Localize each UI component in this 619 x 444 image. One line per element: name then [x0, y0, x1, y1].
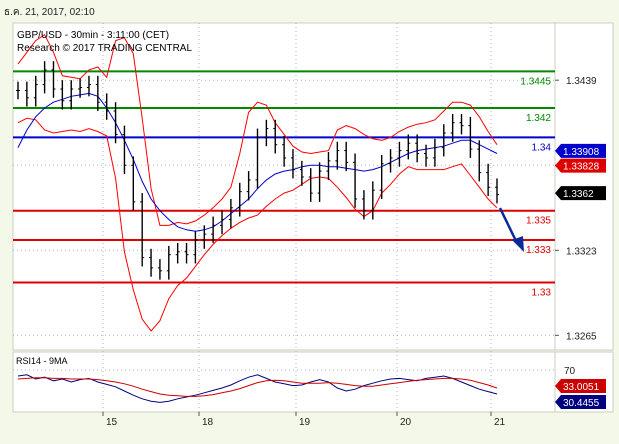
price-series-group: [16, 33, 499, 332]
rsi-plot-area: [12, 351, 556, 413]
bollinger-lower-line: [17, 117, 498, 332]
rsi-tag-1-text: 33.0051: [563, 382, 600, 393]
price-tag-2-text: 1.33828: [563, 162, 600, 173]
rsi-title: RSI14 - 9MA: [16, 356, 68, 366]
rsi-ma-line: [17, 377, 498, 397]
rsi-tag-2-bg: [555, 395, 606, 409]
rsi-line: [17, 374, 498, 403]
rsi-tag-2: 30.4455: [555, 395, 606, 409]
level-label-1-33: 1.33: [532, 288, 552, 299]
level-label-1-335: 1.335: [526, 216, 551, 227]
rsi-series-group: [13, 369, 555, 403]
forecast-arrow-icon: [498, 207, 524, 252]
rsi-tick-label: 70: [564, 366, 576, 377]
y-tick-label: 1.3323: [566, 246, 597, 257]
level-label-1-333: 1.333: [526, 245, 551, 256]
price-tag-3-bg: [555, 186, 606, 201]
x-tick-label: 18: [202, 417, 214, 428]
x-tick-label: 19: [299, 417, 311, 428]
grid-lines: [13, 23, 555, 412]
price-tag-2: 1.33828: [555, 158, 606, 173]
rsi-tag-1: 33.0051: [555, 379, 606, 393]
rsi-tag-1-bg: [555, 379, 606, 393]
price-tag-1-bg: [555, 143, 606, 158]
source-subtitle: Research © 2017 TRADING CENTRAL: [17, 43, 192, 54]
bollinger-upper-line: [17, 33, 498, 226]
price-tags: 1.33908 1.33828 1.3362 33.0051 30.4455: [555, 143, 606, 409]
price-tag-1: 1.33908: [555, 143, 606, 158]
symbol-title: GBP/USD - 30min - 3:11:00 (CET): [17, 30, 169, 41]
price-tag-3: 1.3362: [555, 186, 606, 201]
timestamp-label: ธ.ค. 21, 2017, 02:10: [4, 7, 95, 18]
x-tick-label: 20: [400, 417, 412, 428]
y-tick-label: 1.3439: [566, 76, 597, 87]
price-tag-1-text: 1.33908: [563, 147, 600, 158]
level-label-1-3445: 1.3445: [520, 76, 551, 87]
level-label-1-34: 1.34: [532, 142, 552, 153]
y-tick-label: 1.3265: [566, 331, 597, 342]
support-resistance-levels: 1.3445 1.342 1.34 1.335 1.333 1.33: [13, 70, 555, 299]
price-tag-2-bg: [555, 158, 606, 173]
x-tick-label: 21: [494, 417, 506, 428]
x-tick-label: 15: [106, 417, 118, 428]
price-tag-3-text: 1.3362: [563, 189, 594, 200]
level-label-1-342: 1.342: [526, 113, 551, 124]
rsi-tag-2-text: 30.4455: [563, 398, 600, 409]
